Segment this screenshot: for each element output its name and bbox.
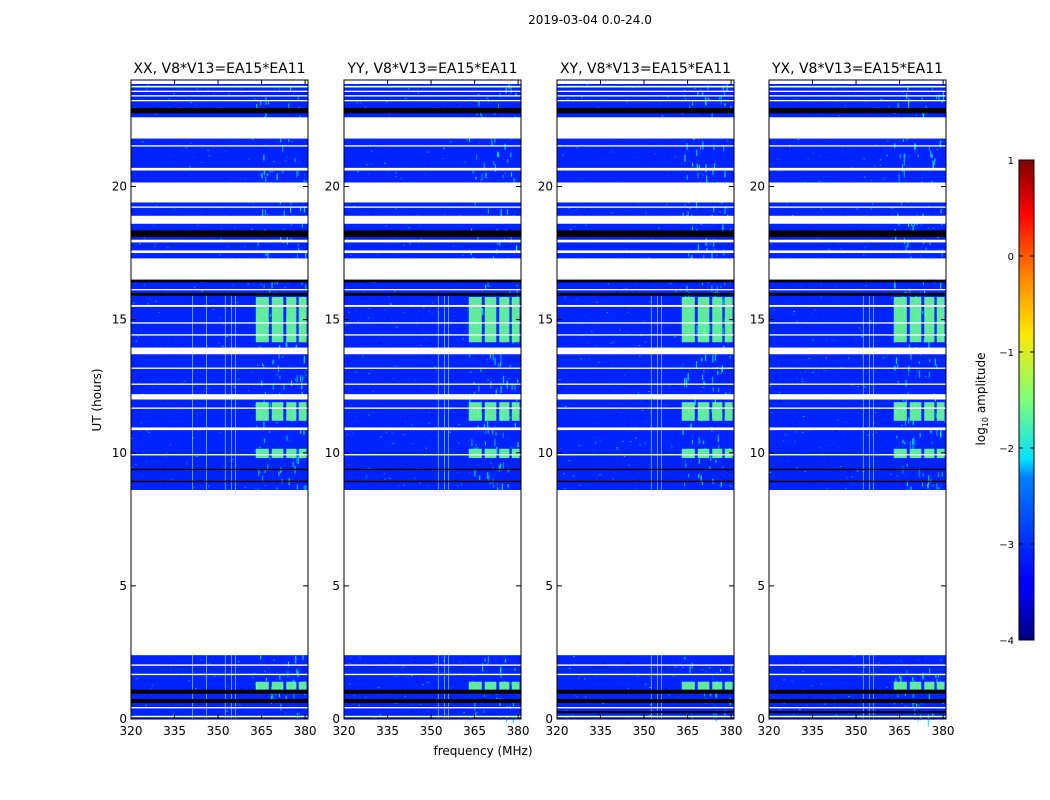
y-tick-label: 0 — [545, 712, 553, 726]
x-tick-label: 350 — [845, 724, 868, 738]
panel-title: XY, V8*V13=EA15*EA11 — [560, 61, 731, 77]
colorbar-tick-label: −2 — [999, 444, 1014, 455]
y-tick-label: 10 — [538, 446, 553, 460]
figure-suptitle: 2019-03-04 0.0-24.0 — [528, 13, 652, 27]
data-gap — [557, 490, 734, 656]
colorbar: 1 0 −1 −2 −3 −4 — [999, 156, 1035, 647]
colorbar-tick-label: −4 — [999, 636, 1014, 647]
colorbar-tick-label: −3 — [999, 540, 1014, 551]
y-tick-label: 10 — [112, 446, 127, 460]
data-gap — [131, 490, 308, 656]
x-tick-label: 335 — [589, 724, 612, 738]
x-tick-label: 380 — [720, 724, 743, 738]
y-tick-label: 15 — [112, 313, 127, 327]
panel-title: YY, V8*V13=EA15*EA11 — [346, 61, 517, 77]
rfi-vertical-lines — [192, 295, 236, 719]
y-tick-label: 0 — [757, 712, 765, 726]
spectrum-block-upper — [344, 84, 521, 491]
y-tick-label: 0 — [119, 712, 127, 726]
x-tick-label: 365 — [888, 724, 911, 738]
flagged-rows — [344, 85, 521, 718]
x-tick-label: 320 — [120, 724, 143, 738]
flagged-rows — [131, 85, 308, 718]
flagged-rows — [557, 85, 734, 718]
x-tick-label: 320 — [758, 724, 781, 738]
rfi-blocks — [893, 296, 945, 690]
x-tick-label: 365 — [463, 724, 486, 738]
x-tick-label: 380 — [294, 724, 317, 738]
panel-xx: XX, V8*V13=EA15*EA11 320 335 350 365 380 0 5 10 1… — [112, 61, 317, 738]
y-tick-label: 5 — [545, 579, 553, 593]
x-tick-label: 380 — [507, 724, 530, 738]
panel-title: XX, V8*V13=EA15*EA11 — [133, 61, 305, 77]
spectrum-block-upper — [131, 84, 308, 491]
rfi-vertical-lines — [862, 295, 874, 719]
x-tick-label: 320 — [546, 724, 569, 738]
x-tick-label: 365 — [676, 724, 699, 738]
axes-frame — [343, 79, 522, 720]
axes-frame — [556, 79, 735, 720]
x-tick-label: 380 — [932, 724, 955, 738]
x-axis-label: frequency (MHz) — [433, 744, 533, 758]
spectrum-block-upper — [769, 84, 946, 491]
rfi-blocks — [468, 296, 520, 690]
zero-rows — [769, 107, 946, 714]
axes-frame — [768, 79, 947, 720]
spectrum-block-upper — [557, 84, 734, 491]
rfi-blocks — [255, 296, 307, 690]
x-tick-label: 350 — [420, 724, 443, 738]
x-tick-label: 335 — [376, 724, 399, 738]
colorbar-scale — [1018, 159, 1035, 641]
panel-yy: YY, V8*V13=EA15*EA11 320 335 350 365 380 0 5 10 1… — [325, 61, 530, 738]
y-tick-label: 5 — [119, 579, 127, 593]
flagged-rows — [769, 85, 946, 718]
data-gap — [344, 490, 521, 656]
y-tick-label: 10 — [325, 446, 340, 460]
x-tick-label: 320 — [333, 724, 356, 738]
y-tick-label: 5 — [757, 579, 765, 593]
x-tick-label: 335 — [801, 724, 824, 738]
colorbar-tick-label: 1 — [1008, 156, 1014, 167]
data-gap — [769, 490, 946, 656]
y-tick-label: 0 — [332, 712, 340, 726]
x-tick-label: 350 — [633, 724, 656, 738]
rfi-blocks — [681, 296, 733, 690]
x-tick-label: 350 — [207, 724, 230, 738]
y-tick-label: 15 — [325, 313, 340, 327]
y-tick-label: 20 — [325, 180, 340, 194]
y-tick-label: 20 — [112, 180, 127, 194]
panel-xy: XY, V8*V13=EA15*EA11 320 335 350 365 380 0 5 10 1… — [538, 61, 743, 738]
axes-frame — [130, 79, 309, 720]
zero-rows — [131, 107, 308, 704]
x-tick-label: 365 — [250, 724, 273, 738]
panel-yx: YX, V8*V13=EA15*EA11 320 335 350 365 380 0 5 10 1… — [750, 61, 955, 738]
y-tick-label: 20 — [538, 180, 553, 194]
y-tick-label: 20 — [750, 180, 765, 194]
colorbar-tick-label: −1 — [999, 348, 1014, 359]
zero-rows — [344, 107, 521, 704]
y-tick-label: 15 — [750, 313, 765, 327]
y-tick-label: 15 — [538, 313, 553, 327]
x-tick-label: 335 — [163, 724, 186, 738]
colorbar-tick-label: 0 — [1008, 252, 1014, 263]
y-tick-label: 10 — [750, 446, 765, 460]
y-tick-label: 5 — [332, 579, 340, 593]
zero-rows — [557, 107, 734, 714]
panel-title: YX, V8*V13=EA15*EA11 — [771, 61, 943, 77]
